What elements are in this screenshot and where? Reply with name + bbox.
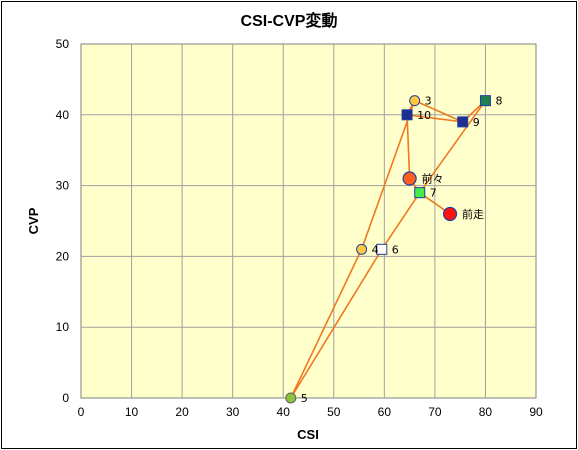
point-label: 7 [430,187,437,200]
point-label: 3 [425,95,432,108]
point-label: 10 [417,109,431,122]
point-label: 9 [473,116,480,129]
y-tick-label: 30 [56,179,70,193]
path-lines [290,99,487,399]
x-tick-label: 50 [327,405,341,419]
y-tick-label: 0 [62,391,69,405]
x-axis-title: CSI [297,427,319,442]
data-point [376,243,388,255]
path-segment [414,99,464,123]
point-label: 8 [495,95,502,108]
x-tick-label: 20 [175,405,189,419]
y-axis-title: CVP [26,207,41,234]
path-segment [406,114,463,123]
chart-title: CSI-CVP変動 [241,11,338,30]
x-tick-label: 60 [378,405,392,419]
tick-labels: 0 10 20 30 40 50 60 70 80 90 0 10 20 30 40 50 [56,37,543,419]
x-tick-label: 40 [277,405,291,419]
y-tick-label: 40 [56,108,70,122]
x-tick-label: 90 [529,405,543,419]
x-tick-label: 10 [125,405,139,419]
grid-lines [81,44,536,398]
data-point [409,95,421,107]
path-segment [290,248,363,399]
x-tick-label: 30 [226,405,240,419]
x-tick-label: 80 [479,405,493,419]
plot-area [80,43,537,399]
data-points [285,95,491,404]
path-segment [406,114,411,179]
x-tick-label: 0 [78,405,85,419]
path-segment [290,248,383,399]
y-tick-label: 10 [56,320,70,334]
point-label: 前々 [422,172,444,186]
data-point [285,392,297,404]
path-segment [360,100,416,250]
data-point [414,187,426,199]
y-tick-label: 20 [56,249,70,263]
x-tick-label: 70 [428,405,442,419]
data-point [402,171,417,186]
point-label: 前走 [462,207,484,221]
data-point [479,95,491,107]
path-segment [419,100,487,194]
point-label: 6 [392,243,399,256]
y-tick-label: 50 [56,37,70,51]
data-point [457,116,469,128]
data-point [356,243,368,255]
data-point [401,109,413,121]
path-segment [381,192,421,250]
point-label: 4 [372,243,379,256]
point-label: 5 [301,392,308,405]
data-point [442,206,458,222]
